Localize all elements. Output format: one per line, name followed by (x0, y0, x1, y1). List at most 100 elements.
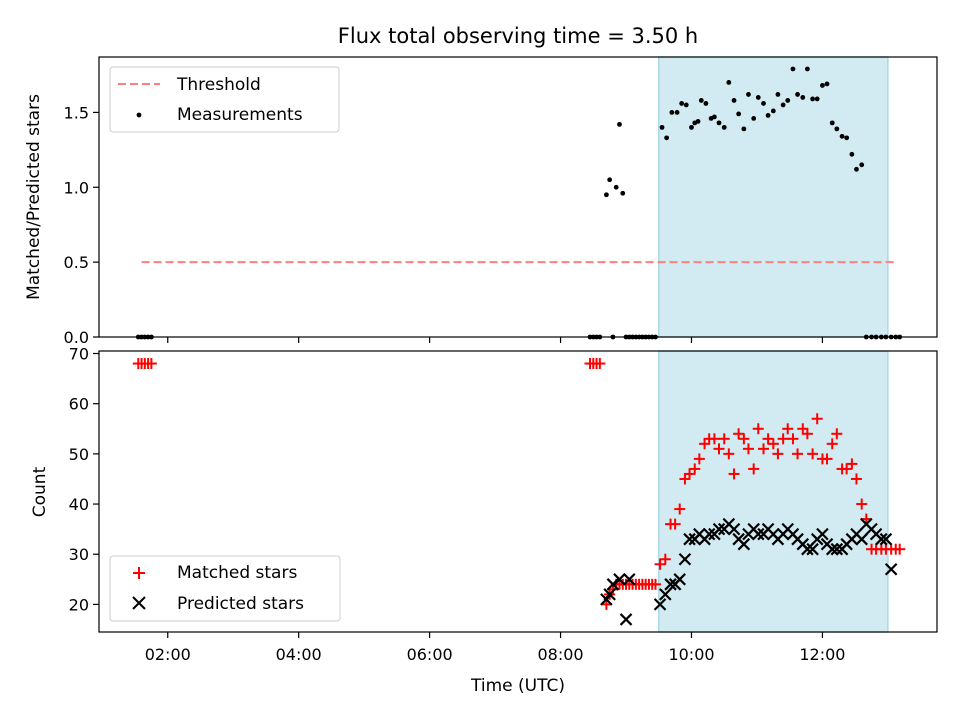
measurement-point (790, 66, 796, 72)
predicted-star-point (830, 542, 844, 556)
x-tick-label: 08:00 (538, 645, 584, 664)
matched-star-point (742, 443, 754, 455)
predicted-legend-swatch (132, 596, 146, 610)
threshold-legend-label: Threshold (176, 75, 261, 95)
measurement-point (603, 192, 609, 198)
measurement-point (721, 124, 727, 130)
y-tick-label: 40 (69, 495, 89, 514)
flux-ratio-y-axis-label: Matched/Predicted stars (24, 94, 44, 300)
y-tick-label: 60 (69, 395, 89, 414)
predicted-legend-label: Predicted stars (177, 594, 304, 614)
measurement-point (761, 101, 766, 106)
measurement-point (726, 80, 732, 85)
matched-star-point (807, 448, 819, 460)
measurement-point (741, 126, 747, 132)
matched-star-point (850, 473, 862, 485)
predicted-star-point (613, 573, 626, 586)
measurement-point (765, 112, 771, 118)
measurement-point (674, 110, 680, 115)
predicted-star-point (702, 527, 716, 541)
x-tick-label: 04:00 (276, 645, 322, 664)
measurement-point (736, 111, 742, 117)
y-tick-label: 0.0 (64, 328, 89, 347)
star-count-panel: 20 30 40 50 60 70 02:00 04:00 06:00 08:00 10:00 12… (30, 345, 938, 696)
measurements-legend-label: Measurements (177, 105, 303, 125)
predicted-star-point (653, 598, 667, 611)
matched-star-point (713, 443, 725, 455)
star-count-legend: Matched stars Predicted stars (109, 555, 341, 622)
star-count-marks (132, 358, 906, 626)
y-tick-label: 20 (69, 595, 89, 614)
measurement-point (620, 190, 626, 196)
measurement-point (664, 135, 670, 141)
measurement-point (785, 98, 791, 103)
predicted-star-point (855, 532, 868, 546)
predicted-star-point (879, 532, 893, 546)
predicted-star-point (801, 542, 814, 556)
measurement-point (683, 102, 689, 108)
x-tick-label: 12:00 (799, 645, 845, 664)
matched-star-point (752, 423, 764, 435)
matched-star-point (758, 443, 770, 455)
matched-star-point (762, 433, 774, 445)
matched-star-point (723, 448, 735, 460)
measurement-point (795, 92, 800, 97)
y-tick-label: 70 (69, 345, 89, 364)
flux-ratio-panel: 0.0 0.5 1.0 1.5 Matched/Predicted stars Thr… (24, 56, 938, 347)
matched-star-point (669, 518, 681, 530)
matched-star-point (654, 558, 666, 570)
matched-star-point (145, 358, 157, 370)
predicted-star-point (816, 527, 829, 541)
measurement-point (804, 66, 810, 72)
x-tick-label: 10:00 (668, 645, 714, 664)
measurement-point (755, 95, 761, 100)
matched-star-point (718, 433, 730, 445)
matched-star-point (831, 428, 843, 440)
star-count-x-ticks: 02:00 04:00 06:00 08:00 10:00 12:00 (145, 632, 845, 664)
matched-star-point (801, 428, 813, 440)
measurement-point (854, 166, 859, 172)
predicted-star-point (603, 588, 616, 601)
measurement-point (820, 83, 825, 88)
measurement-point (712, 114, 717, 120)
matched-star-point (748, 463, 760, 475)
matched-star-point (772, 448, 784, 460)
measurement-point (780, 102, 786, 108)
matched-star-point (826, 438, 838, 450)
predicted-star-point (875, 532, 888, 546)
matched-star-point (659, 553, 671, 565)
matched-star-point (684, 468, 696, 480)
observing-window-band (658, 350, 889, 633)
star-count-y-ticks: 20 30 40 50 60 70 (69, 345, 99, 614)
matched-legend-swatch (133, 567, 145, 579)
matched-star-point (594, 358, 606, 370)
x-tick-label: 06:00 (407, 645, 453, 664)
flux-ratio-x-ticks (167, 337, 824, 343)
predicted-star-point (623, 573, 636, 586)
measurement-point (814, 96, 820, 102)
matched-star-point (767, 438, 779, 450)
matched-star-point (894, 543, 906, 555)
matched-star-point (821, 453, 833, 465)
measurement-point (849, 151, 855, 157)
x-tick-label: 02:00 (145, 645, 191, 664)
flux-ratio-axes-frame (98, 56, 938, 338)
predicted-star-point (678, 552, 692, 566)
x-axis-label: Time (UTC) (470, 676, 565, 696)
measurement-point (829, 120, 835, 126)
flux-ratio-legend: Threshold Measurements (109, 66, 340, 133)
measurement-point (746, 92, 751, 97)
matched-star-point (689, 463, 701, 475)
matched-star-point (811, 413, 823, 425)
measurement-point (617, 121, 622, 127)
matched-star-point (674, 503, 686, 515)
legend-box (109, 66, 340, 133)
measurement-point (751, 115, 757, 121)
predicted-star-point (751, 527, 765, 541)
predicted-star-point (659, 588, 672, 601)
measurement-point (703, 101, 709, 106)
measurements-legend-swatch (136, 112, 142, 118)
matched-star-point (787, 433, 799, 445)
observing-window-band (658, 56, 889, 338)
matched-star-point (693, 453, 705, 465)
